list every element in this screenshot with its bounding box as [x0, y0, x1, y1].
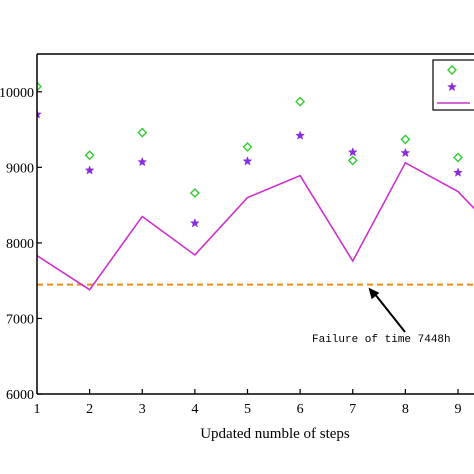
star-point-8 [453, 167, 463, 177]
star-point-7 [400, 147, 411, 158]
annotation-text: Failure of time 7448h [312, 334, 451, 346]
x-tick-label-8: 9 [455, 402, 462, 417]
diamond-point-0 [37, 81, 42, 92]
x-tick-label-2: 3 [139, 402, 146, 417]
diamond-point-4 [242, 141, 253, 152]
diamond-point-1 [84, 150, 95, 161]
diamond-point-6 [347, 155, 358, 166]
legend-star-sample [447, 81, 457, 92]
y-tick-label-3: 9000 [6, 161, 34, 176]
x-axis-title: Updated numble of steps [200, 426, 350, 442]
star-point-3 [189, 218, 200, 228]
star-point-4 [242, 156, 253, 166]
y-tick-label-4: 10000 [0, 86, 34, 101]
star-point-6 [347, 147, 358, 157]
x-tick-label-4: 5 [244, 402, 251, 417]
x-tick-label-0: 1 [34, 402, 41, 417]
star-point-2 [137, 156, 148, 167]
star-point-1 [84, 165, 95, 175]
annotation-arrow-head [368, 287, 380, 300]
star-point-0 [37, 109, 42, 119]
y-tick-label-1: 7000 [6, 312, 34, 327]
annotation-arrow-shaft [373, 292, 406, 333]
diamond-point-8 [453, 152, 463, 163]
series-2-line [37, 161, 474, 291]
diamond-point-2 [137, 127, 148, 138]
legend-diamond-sample [447, 65, 457, 75]
x-tick-label-1: 2 [86, 402, 93, 417]
x-tick-label-6: 7 [349, 402, 356, 417]
x-tick-label-7: 8 [402, 402, 409, 417]
x-tick-label-5: 6 [297, 402, 304, 417]
y-tick-label-2: 8000 [6, 237, 34, 252]
y-tick-label-0: 6000 [6, 388, 34, 403]
x-tick-label-3: 4 [191, 402, 198, 417]
diamond-point-7 [400, 134, 411, 145]
diamond-point-3 [189, 188, 200, 199]
diamond-point-5 [295, 96, 306, 107]
star-point-5 [295, 130, 306, 140]
